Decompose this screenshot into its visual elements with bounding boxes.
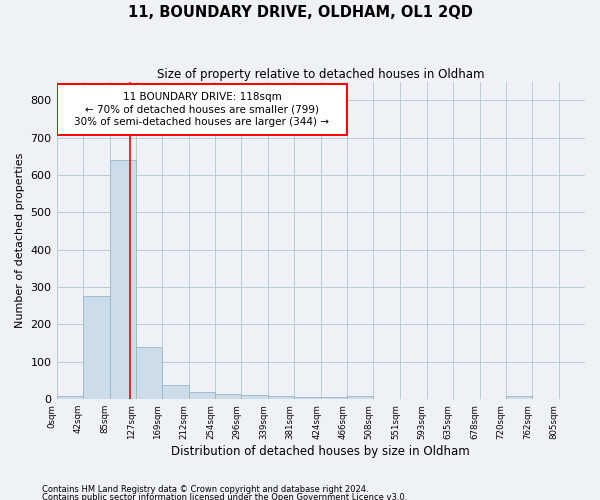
Bar [162,385,189,399]
Text: 11 BOUNDARY DRIVE: 118sqm: 11 BOUNDARY DRIVE: 118sqm [122,92,281,102]
Title: Size of property relative to detached houses in Oldham: Size of property relative to detached ho… [157,68,485,80]
Bar [110,160,136,399]
Bar [506,396,532,399]
Text: ← 70% of detached houses are smaller (799): ← 70% of detached houses are smaller (79… [85,104,319,115]
Text: 11, BOUNDARY DRIVE, OLDHAM, OL1 2QD: 11, BOUNDARY DRIVE, OLDHAM, OL1 2QD [128,5,472,20]
Bar [241,396,268,399]
Bar [56,84,347,136]
Bar [294,398,321,399]
Text: Contains HM Land Registry data © Crown copyright and database right 2024.: Contains HM Land Registry data © Crown c… [42,486,368,494]
Bar [56,396,83,399]
Text: Contains public sector information licensed under the Open Government Licence v3: Contains public sector information licen… [42,492,407,500]
Bar [136,347,162,399]
Bar [83,296,110,399]
Bar [189,392,215,399]
Bar [347,396,373,399]
Bar [215,394,241,399]
Text: 30% of semi-detached houses are larger (344) →: 30% of semi-detached houses are larger (… [74,118,329,128]
Bar [268,396,294,399]
Bar [321,398,347,399]
Y-axis label: Number of detached properties: Number of detached properties [15,153,25,328]
X-axis label: Distribution of detached houses by size in Oldham: Distribution of detached houses by size … [172,444,470,458]
